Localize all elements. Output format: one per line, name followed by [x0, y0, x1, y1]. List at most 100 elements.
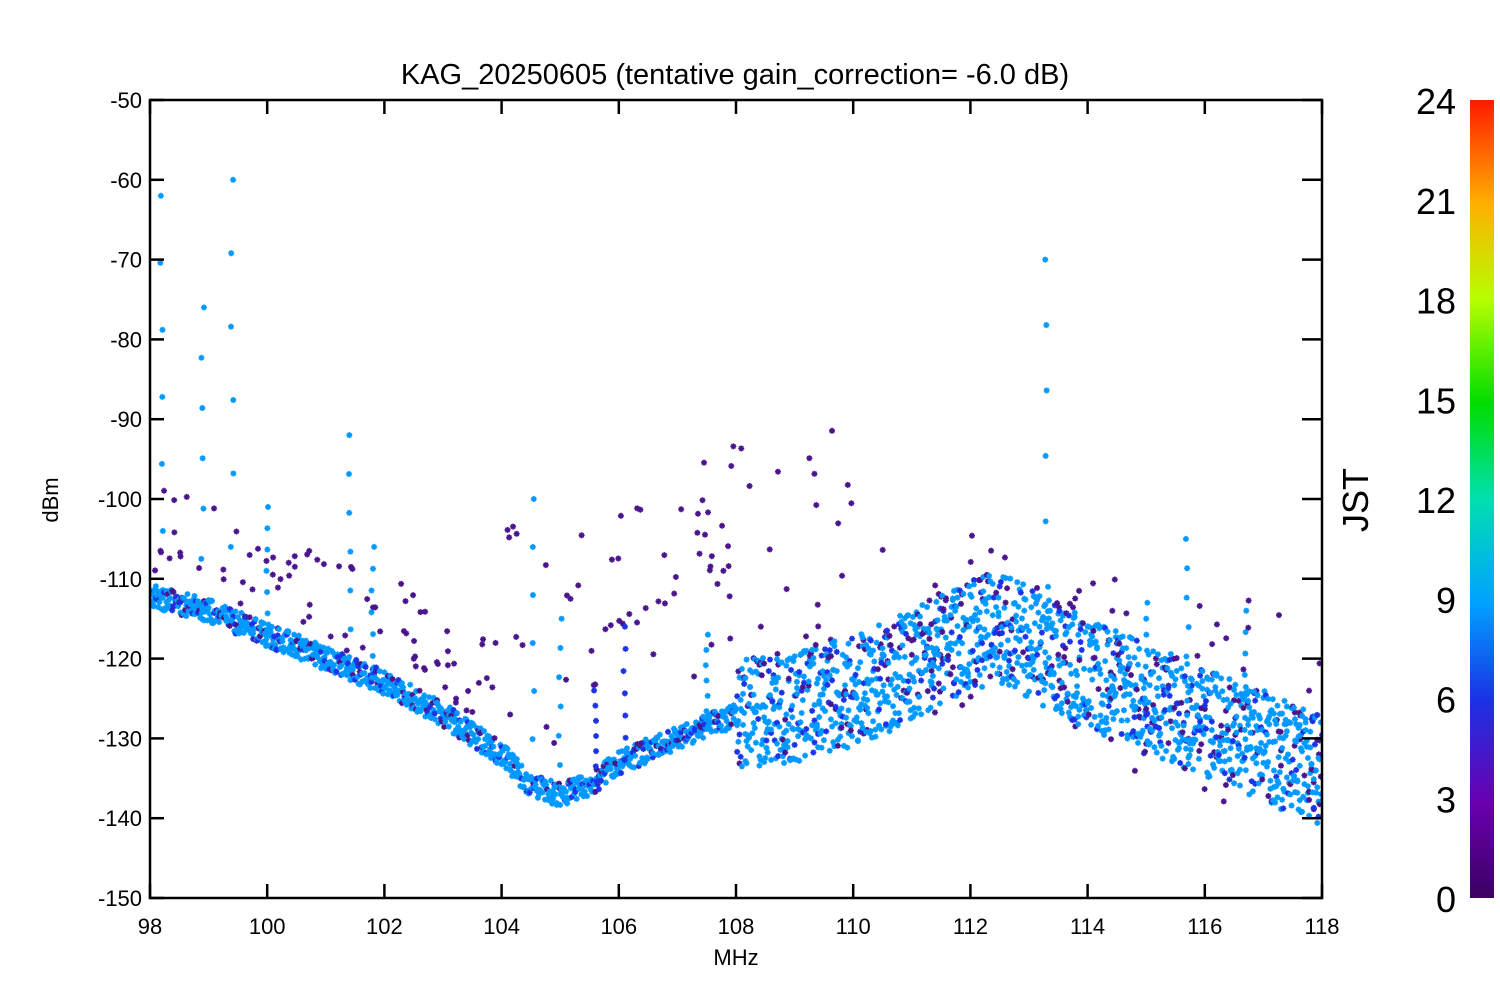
scatter-point: [1283, 728, 1290, 735]
peak-point: [1144, 599, 1151, 606]
scatter-point: [1218, 733, 1225, 740]
scatter-point: [1030, 666, 1037, 673]
scatter-point-purple: [336, 563, 343, 570]
scatter-point: [1013, 618, 1020, 625]
scatter-point: [1299, 808, 1306, 815]
scatter-point: [778, 689, 785, 696]
scatter-point: [1056, 608, 1063, 615]
scatter-point: [1097, 624, 1104, 631]
scatter-point: [740, 721, 747, 728]
scatter-point: [301, 644, 308, 651]
scatter-point-purple: [1226, 684, 1233, 691]
scatter-point-purple: [304, 551, 311, 558]
scatter-point: [447, 704, 454, 711]
peak-point: [228, 617, 235, 624]
scatter-point: [279, 634, 286, 641]
scatter-point: [938, 626, 945, 633]
scatter-point: [309, 654, 316, 661]
scatter-point: [1219, 730, 1226, 737]
x-axis-label: MHz: [713, 945, 758, 970]
scatter-point: [1108, 672, 1115, 679]
scatter-point: [682, 738, 689, 745]
scatter-point: [1204, 686, 1211, 693]
scatter-point-purple: [1245, 597, 1252, 604]
scatter-point: [824, 657, 831, 664]
scatter-point: [482, 736, 489, 743]
scatter-point-purple: [504, 526, 511, 533]
scatter-point-purple: [465, 687, 472, 694]
scatter-point: [505, 751, 512, 758]
scatter-point: [593, 766, 600, 773]
scatter-point: [928, 682, 935, 689]
scatter-point: [1207, 752, 1214, 759]
scatter-point: [613, 764, 620, 771]
scatter-point: [795, 720, 802, 727]
scatter-point: [1072, 703, 1079, 710]
scatter-point: [982, 600, 989, 607]
scatter-point: [1033, 600, 1040, 607]
scatter-point: [906, 685, 913, 692]
scatter-point-purple: [863, 726, 870, 733]
scatter-point-purple: [246, 551, 253, 558]
scatter-point: [200, 617, 207, 624]
scatter-point: [1311, 741, 1318, 748]
x-tick-label: 98: [138, 914, 162, 939]
scatter-point: [1163, 747, 1170, 754]
scatter-point: [1031, 676, 1038, 683]
scatter-point-purple: [453, 695, 460, 702]
scatter-point-purple: [444, 662, 451, 669]
scatter-point: [1069, 621, 1076, 628]
scatter-point: [309, 651, 316, 658]
scatter-point: [979, 657, 986, 664]
scatter-point: [980, 588, 987, 595]
colorbar-tick-label: 6: [1436, 680, 1456, 721]
scatter-point: [737, 696, 744, 703]
scatter-point-purple: [300, 618, 307, 625]
scatter-point: [1144, 738, 1151, 745]
scatter-point: [772, 679, 779, 686]
scatter-point: [445, 723, 452, 730]
scatter-point: [1294, 778, 1301, 785]
scatter-point: [1192, 724, 1199, 731]
scatter-point: [1029, 588, 1036, 595]
scatter-point-purple: [479, 641, 486, 648]
scatter-point: [1125, 654, 1132, 661]
scatter-point: [151, 599, 156, 606]
scatter-point: [216, 619, 223, 626]
scatter-point-purple: [967, 558, 974, 565]
scatter-point-purple: [678, 506, 685, 513]
scatter-point: [1016, 638, 1023, 645]
scatter-point: [1156, 675, 1163, 682]
peak-point: [1142, 663, 1149, 670]
scatter-point: [302, 647, 309, 654]
scatter-point: [489, 737, 496, 744]
scatter-point: [883, 721, 890, 728]
scatter-point: [1065, 709, 1072, 716]
scatter-point: [789, 702, 796, 709]
scatter-point: [1104, 641, 1111, 648]
scatter-point: [502, 758, 509, 765]
scatter-point: [757, 756, 764, 763]
scatter-point: [715, 719, 722, 726]
scatter-point: [1047, 671, 1054, 678]
scatter-point: [1235, 745, 1242, 752]
scatter-point: [1245, 716, 1252, 723]
peak-point: [347, 587, 354, 594]
scatter-point: [341, 656, 348, 663]
scatter-point: [411, 695, 418, 702]
scatter-point: [1150, 648, 1157, 655]
scatter-point: [1296, 797, 1303, 804]
scatter-point: [774, 719, 781, 726]
scatter-point-purple: [422, 608, 429, 615]
scatter-point-purple: [359, 644, 366, 651]
scatter-point: [1110, 685, 1117, 692]
scatter-point: [911, 678, 918, 685]
scatter-point: [1251, 688, 1258, 695]
scatter-point: [232, 608, 239, 615]
scatter-point: [1108, 695, 1115, 702]
scatter-point: [897, 673, 904, 680]
scatter-point: [464, 719, 471, 726]
colorbar-tick-label: 12: [1416, 480, 1456, 521]
scatter-point: [795, 733, 802, 740]
scatter-point: [214, 608, 221, 615]
